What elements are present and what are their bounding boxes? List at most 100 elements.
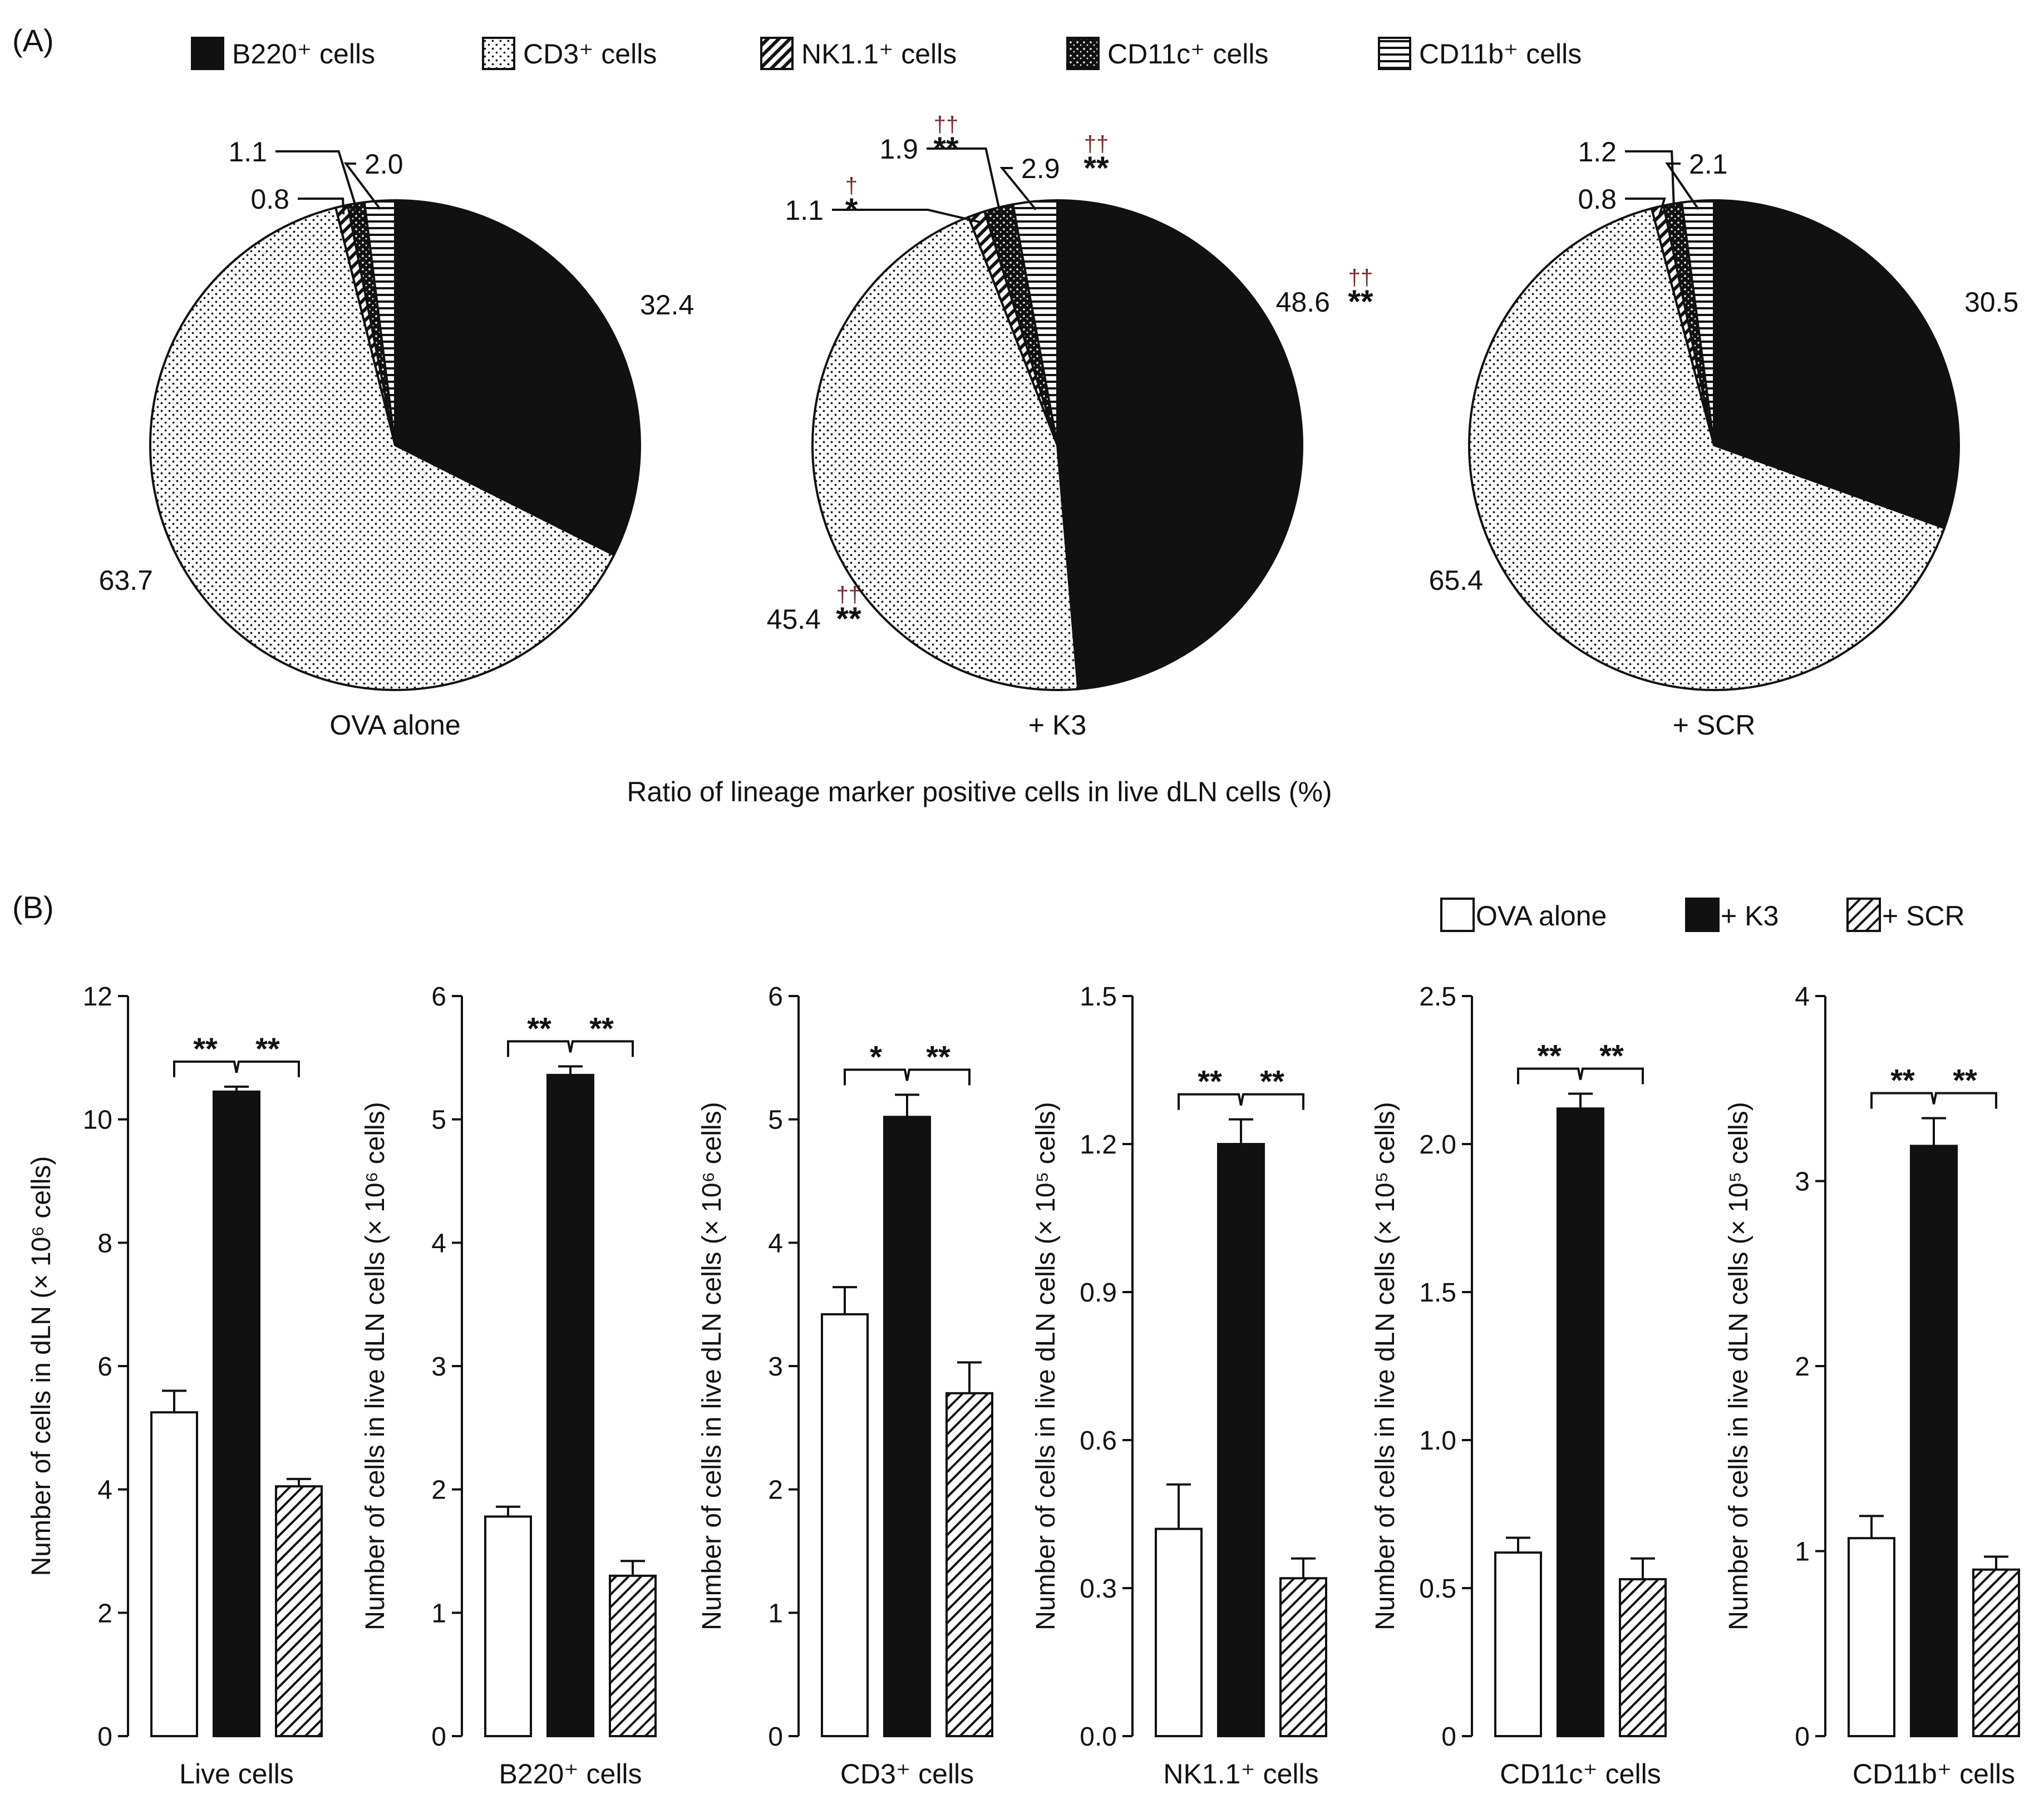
sig-marker: ** — [1260, 1064, 1284, 1099]
y-tick-label: 5 — [431, 1106, 446, 1135]
legend-item: CD3⁺ cells — [482, 37, 657, 70]
sig-marker: ** — [1953, 1062, 1977, 1097]
pie-slice — [811, 215, 1080, 691]
legend-swatch — [1378, 37, 1411, 70]
legend-swatch — [1685, 898, 1720, 932]
y-tick-label: 0 — [97, 1722, 112, 1752]
pie-chart: 48.6 **††45.4 **††1.1 *†1.9 **††2.9 **††+ K3 — [767, 112, 1373, 741]
legend-label: + SCR — [1882, 900, 1965, 931]
pie-slice — [1713, 199, 1960, 530]
pie-sig-marker: ** — [1348, 284, 1373, 320]
pie-sig-marker: ** — [1083, 150, 1109, 186]
legend-item: NK1.1⁺ cells — [760, 37, 957, 70]
pie-slice — [1680, 199, 1715, 446]
legend-item: + K3 — [1685, 898, 1779, 932]
sig-bracket — [1870, 1092, 1935, 1109]
pie-slice — [363, 199, 396, 446]
pie-dagger-marker: †† — [1084, 132, 1109, 156]
pie-dagger-marker: † — [845, 174, 858, 198]
y-tick-label: 6 — [768, 982, 783, 1012]
pie-value-label: 1.1 — [785, 195, 824, 226]
x-axis-label: CD11b⁺ cells — [1853, 1758, 2015, 1790]
y-tick-label: 0 — [431, 1722, 446, 1752]
y-tick-label: 2 — [768, 1476, 783, 1505]
y-tick-label: 2 — [97, 1599, 112, 1628]
pie-dagger-marker: †† — [934, 112, 959, 137]
y-tick-label: 1 — [768, 1599, 783, 1628]
legend-label: + K3 — [1721, 900, 1779, 931]
sig-bracket — [507, 1040, 572, 1057]
bar-chart: 0.0 0.3 0.6 0.9 1.2 1.5 Number of cells in liv… — [1031, 982, 1327, 1790]
pie-slice — [394, 199, 641, 556]
pie-slice — [1011, 199, 1058, 446]
pie-sig-marker: ** — [836, 601, 861, 637]
pie-slice — [1056, 199, 1303, 691]
sig-bracket — [906, 1068, 971, 1086]
y-tick-label: 0 — [1795, 1722, 1810, 1752]
y-tick-label: 1.0 — [1419, 1426, 1456, 1456]
leader-line — [999, 167, 1037, 211]
pie-value-label: 1.2 — [1578, 136, 1617, 167]
bar — [275, 1485, 323, 1737]
legend-label: CD11c⁺ cells — [1107, 38, 1268, 70]
y-tick-label: 1.5 — [1419, 1278, 1456, 1308]
y-tick-label: 3 — [431, 1352, 446, 1382]
bar — [1557, 1107, 1604, 1737]
legend-swatch — [482, 37, 515, 70]
pie-value-label: 2.0 — [365, 149, 403, 180]
y-tick-label: 4 — [768, 1229, 783, 1258]
pie-value-label: 1.9 — [879, 134, 918, 165]
legend-swatch — [1440, 898, 1475, 932]
x-axis-label: Live cells — [179, 1758, 294, 1790]
bar — [1848, 1537, 1895, 1738]
y-axis-label: Number of cells in live dLN cells (× 10⁶… — [361, 1102, 390, 1630]
legend-item: B220⁺ cells — [191, 37, 375, 70]
y-tick-label: 1 — [431, 1599, 446, 1628]
y-tick-label: 0 — [768, 1722, 783, 1752]
sig-marker: ** — [527, 1011, 551, 1046]
legend-swatch — [760, 37, 794, 70]
y-tick-label: 1.2 — [1080, 1130, 1117, 1160]
bar-chart: 0 1 2 3 4 5 6 Number of cells in live dLN cells… — [361, 982, 657, 1790]
sig-marker: ** — [926, 1039, 950, 1074]
sig-marker: ** — [589, 1011, 614, 1046]
y-tick-label: 0.3 — [1080, 1574, 1117, 1604]
y-tick-label: 4 — [97, 1476, 112, 1505]
legend-label: CD11b⁺ cells — [1419, 38, 1582, 70]
bar — [1155, 1527, 1203, 1738]
pie-slice — [1468, 207, 1946, 691]
bar-chart: 0 1 2 3 4 Number of cells in live dLN cells (… — [1724, 982, 2020, 1790]
y-tick-label: 2.5 — [1419, 982, 1456, 1012]
pie-slice — [149, 206, 615, 691]
pie-title: OVA alone — [329, 709, 460, 741]
bar-chart: 0 1 2 3 4 5 6 Number of cells in live dLN cells… — [697, 982, 993, 1790]
x-axis-label: CD3⁺ cells — [840, 1758, 974, 1790]
pie-chart: 30.5 65.4 0.8 1.2 2.1 + SCR — [1429, 136, 2019, 741]
pie-value-label: 0.8 — [1578, 184, 1617, 215]
bar-chart: 0 2 4 6 8 10 12 Number of cells in dLN (× 10⁶ c… — [27, 982, 323, 1790]
bar — [883, 1116, 931, 1737]
sig-bracket — [1178, 1093, 1242, 1110]
y-tick-label: 2 — [1795, 1352, 1810, 1382]
sig-bracket — [173, 1060, 238, 1077]
pie-value-label: 32.4 — [640, 289, 694, 321]
bar — [1972, 1568, 2020, 1737]
pie-value-label: 63.7 — [99, 565, 153, 596]
legend-swatch — [1066, 37, 1100, 70]
pie-dagger-marker: †† — [836, 583, 861, 607]
x-axis-label: NK1.1⁺ cells — [1163, 1758, 1318, 1790]
y-tick-label: 4 — [1795, 982, 1810, 1012]
bar-chart: 0 0.5 1.0 1.5 2.0 2.5 Number of cells in live … — [1371, 982, 1667, 1790]
panel-label-a: (A) — [12, 23, 54, 58]
y-tick-label: 0 — [1441, 1722, 1456, 1752]
bar — [609, 1574, 657, 1737]
pie-value-label: 1.1 — [228, 136, 267, 167]
bar — [821, 1313, 869, 1737]
sig-bracket — [1240, 1093, 1304, 1110]
bar — [546, 1073, 594, 1737]
sig-bracket — [1579, 1067, 1644, 1085]
y-tick-label: 8 — [97, 1229, 112, 1258]
legend-swatch — [1846, 898, 1881, 932]
